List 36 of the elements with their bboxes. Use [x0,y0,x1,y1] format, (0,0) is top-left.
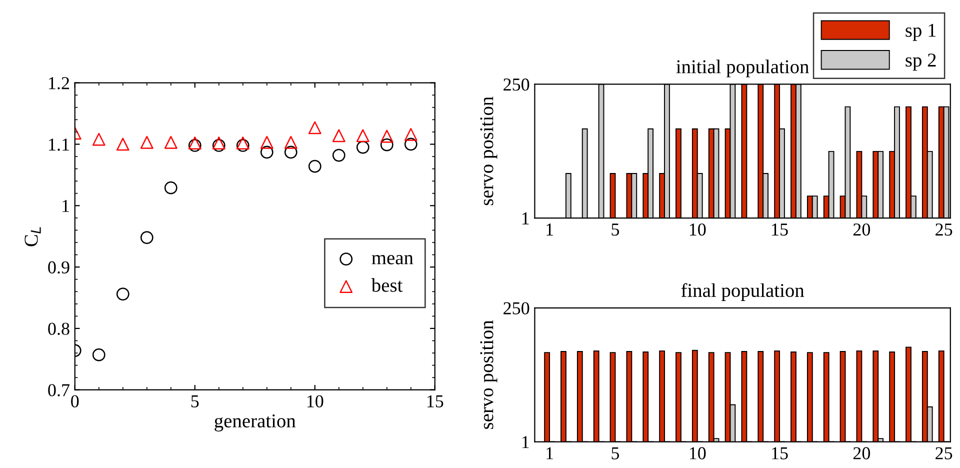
chart-title: initial population [676,60,809,78]
x-tick-label: 15 [427,395,444,408]
y-tick-label: 1 [522,436,529,448]
y-axis-title: C$_{L}$ [24,227,41,246]
x-tick-label: 0 [71,395,79,408]
x-tick-label: 25 [936,224,952,236]
y-tick-label: 250 [504,302,530,314]
x-tick-label: 15 [772,447,788,460]
legend-label: mean [372,255,414,264]
y-tick-label: 0.8 [48,322,70,335]
y-tick-label: 0.7 [48,384,70,396]
x-tick-label: 20 [853,223,870,236]
y-tick-label: 250 [504,78,530,91]
x-tick-label: 10 [690,447,706,460]
x-tick-label: 15 [772,224,788,236]
y-tick-label: 1.2 [49,77,70,90]
y-tick-label: 1 [522,212,529,224]
legend-label: sp 1 [906,24,936,41]
x-axis-title: generation [214,414,296,432]
x-tick-label: 1 [546,447,553,460]
y-tick-label: 1.1 [49,138,69,151]
legend-label: sp 2 [906,54,936,71]
chart-title: final population [681,283,804,301]
x-tick-label: 10 [307,395,324,408]
x-tick-label: 1 [546,224,553,236]
y-tick-label: 1 [62,200,69,212]
x-tick-label: 20 [853,447,870,460]
y-axis-title: servo position [480,96,498,206]
legend-label: best [371,278,403,292]
x-tick-label: 5 [612,447,620,460]
x-tick-label: 10 [690,223,706,236]
x-tick-label: 5 [191,395,199,408]
y-axis-title: servo position [480,320,498,429]
x-tick-label: 5 [612,224,620,236]
y-tick-label: 0.9 [48,261,70,274]
x-tick-label: 25 [936,447,952,460]
